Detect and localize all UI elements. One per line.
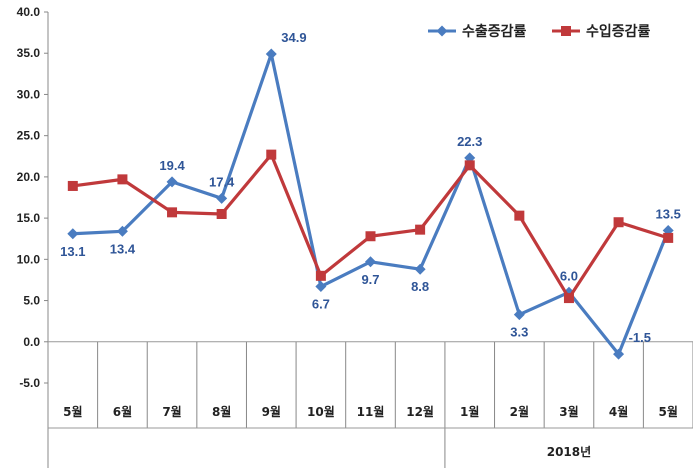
import-marker — [67, 180, 78, 191]
x-tick-label: 5월 — [658, 404, 677, 419]
x-tick-label: 12월 — [406, 404, 434, 419]
y-tick-label: 5.0 — [23, 294, 40, 308]
x-tick-label: 4월 — [609, 404, 628, 419]
x-tick-label: 1월 — [460, 404, 479, 419]
export-marker — [513, 309, 525, 321]
y-tick-label: -5.0 — [19, 376, 40, 390]
import-marker — [663, 232, 674, 243]
import-marker — [415, 224, 426, 235]
legend-square-icon — [561, 26, 571, 36]
data-label: 3.3 — [510, 325, 528, 340]
data-label: 19.4 — [159, 158, 185, 173]
export-marker — [166, 176, 178, 188]
legend: 수출증감률 수입증감률 — [428, 23, 651, 40]
y-tick-label: 0.0 — [23, 335, 40, 349]
data-label: 9.7 — [361, 272, 379, 287]
data-labels: 13.1 13.4 19.4 17.4 34.9 6.7 9.7 8.8 22.3 3.3 6.0 -… — [60, 30, 681, 345]
export-marker — [315, 281, 327, 293]
x-tick-label: 6월 — [113, 404, 132, 419]
legend-diamond-icon — [436, 25, 448, 37]
import-marker — [613, 217, 624, 228]
x-tick-label: 10월 — [307, 404, 335, 419]
import-marker — [514, 210, 525, 221]
import-marker — [315, 270, 326, 281]
y-tick-label: 10.0 — [17, 252, 41, 266]
x-tick-label: 3월 — [559, 404, 578, 419]
import-marker — [266, 149, 277, 160]
data-label: 34.9 — [281, 30, 306, 45]
x-tick-label: 11월 — [357, 404, 385, 419]
data-label: 13.1 — [60, 244, 85, 259]
x-tick-label: 7월 — [162, 404, 181, 419]
x-tick-label: 8월 — [212, 404, 231, 419]
export-marker — [116, 225, 128, 237]
export-marker — [365, 256, 376, 268]
export-marker — [67, 228, 79, 240]
data-label: 8.8 — [411, 279, 429, 294]
import-marker — [216, 208, 227, 219]
export-marker — [613, 348, 625, 360]
data-label: 13.5 — [656, 206, 681, 221]
import-marker — [464, 160, 475, 171]
axes: 40.0 35.0 30.0 25.0 20.0 15.0 10.0 5.0 0.0 -5.0 5월… — [17, 5, 693, 468]
year-group-label: 2018년 — [547, 445, 591, 459]
import-marker — [365, 231, 376, 242]
y-tick-label: 15.0 — [17, 211, 41, 225]
x-tick-label: 5월 — [63, 404, 82, 419]
import-marker — [563, 293, 574, 304]
series — [67, 48, 674, 360]
data-label: 22.3 — [457, 134, 482, 149]
y-tick-label: 40.0 — [17, 5, 41, 19]
data-label: 6.0 — [560, 268, 578, 283]
y-tick-label: 35.0 — [17, 46, 41, 60]
export-marker — [216, 192, 228, 204]
data-label: 6.7 — [312, 297, 330, 312]
x-tick-label: 2월 — [510, 404, 529, 419]
data-label: -1.5 — [629, 330, 651, 345]
legend-label: 수출증감률 — [462, 23, 527, 40]
import-marker — [117, 174, 128, 185]
y-tick-label: 30.0 — [17, 87, 41, 101]
legend-label: 수입증감률 — [586, 23, 651, 40]
data-label: 13.4 — [110, 241, 136, 256]
data-label: 17.4 — [209, 174, 235, 189]
import-marker — [167, 207, 178, 218]
export-marker — [265, 48, 277, 60]
y-tick-label: 25.0 — [17, 129, 41, 143]
x-tick-label: 9월 — [262, 404, 281, 419]
export-marker — [414, 263, 426, 275]
y-tick-label: 20.0 — [17, 170, 41, 184]
